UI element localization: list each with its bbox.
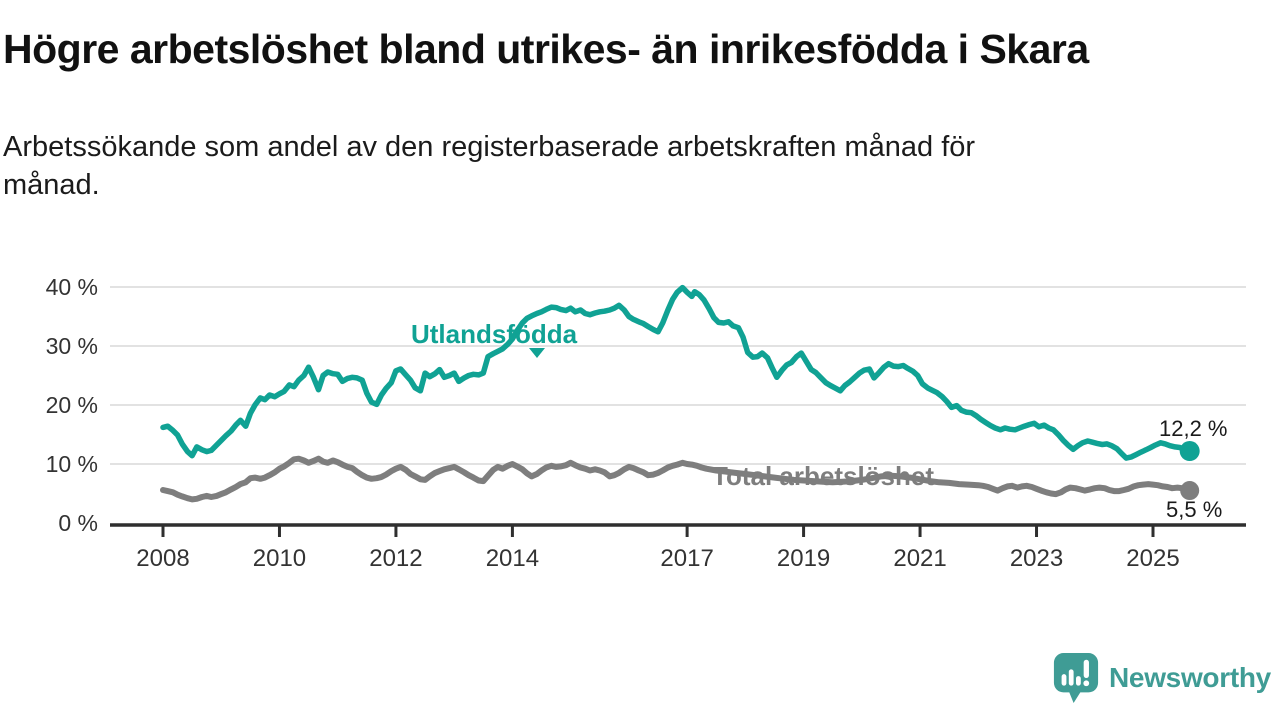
series-line-total: [160, 455, 1193, 503]
bubble-shape: [1053, 653, 1099, 703]
bar-3: [1076, 676, 1081, 686]
y-tick-label-30: 30 %: [46, 333, 98, 359]
x-tick-label-2012: 2012: [369, 545, 422, 572]
chart-subtitle-line2: månad.: [3, 169, 100, 201]
label-pointer-down-icon: [529, 348, 545, 358]
series-line-utlandsfodda: [160, 284, 1193, 461]
y-tick-label-20: 20 %: [46, 392, 98, 418]
x-tick-label-2010: 2010: [253, 545, 306, 572]
series-label-total-arbetsloshet: Total arbetslöshet: [712, 461, 935, 491]
x-tick-label-2019: 2019: [777, 545, 830, 572]
y-tick-label-10: 10 %: [46, 451, 98, 477]
bar-1: [1061, 674, 1067, 686]
chart-subtitle-line1: Arbetssökande som andel av den registerb…: [3, 131, 976, 163]
x-tick-label-2025: 2025: [1126, 545, 1179, 572]
series-label-utlandsfodda: Utlandsfödda: [411, 319, 578, 349]
newsworthy-bubble-icon: [1053, 653, 1099, 703]
page-title: Högre arbetslöshet bland utrikes- än inr…: [3, 26, 1089, 72]
y-tick-label-0: 0 %: [58, 510, 98, 536]
x-tick-label-2008: 2008: [136, 545, 189, 572]
exclamation-bar: [1083, 659, 1089, 678]
bar-2: [1068, 669, 1074, 686]
newsworthy-wordmark: Newsworthy: [1109, 662, 1271, 693]
exclamation-dot: [1083, 680, 1090, 687]
x-tick-label-2021: 2021: [893, 545, 946, 572]
y-tick-label-40: 40 %: [46, 274, 98, 300]
newsworthy-logo: Newsworthy: [1052, 651, 1271, 705]
end-dot-total: [1180, 481, 1200, 501]
end-dot-utlandsfodda: [1179, 441, 1200, 462]
x-tick-label-2017: 2017: [660, 545, 713, 572]
chart-subtitle: Arbetssökande som andel av den registerb…: [3, 128, 1203, 204]
end-value-label-total: 5,5 %: [1166, 497, 1223, 522]
x-tick-label-2023: 2023: [1010, 545, 1063, 572]
end-value-label-utlandsfodda: 12,2 %: [1159, 416, 1228, 441]
x-tick-label-2014: 2014: [486, 545, 539, 572]
